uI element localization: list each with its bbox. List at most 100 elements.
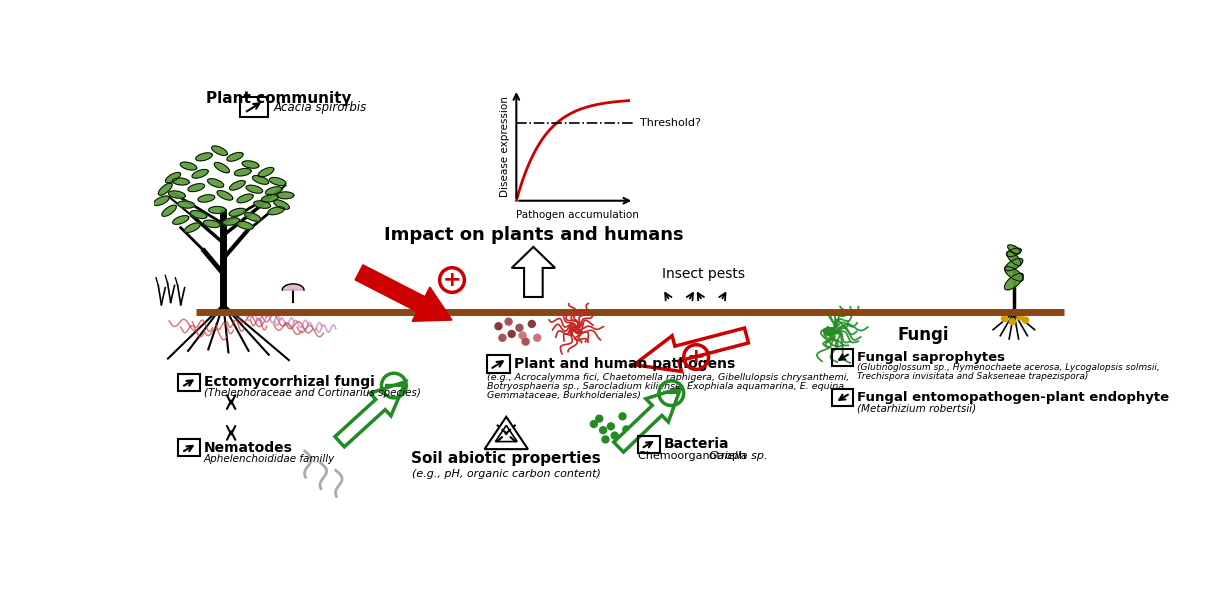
Circle shape	[499, 335, 506, 341]
Text: (Metarhizium robertsii): (Metarhizium robertsii)	[858, 403, 977, 414]
Polygon shape	[262, 195, 278, 202]
Polygon shape	[178, 201, 194, 208]
Text: Chemoorganotroph: Chemoorganotroph	[638, 451, 750, 461]
Polygon shape	[1008, 245, 1020, 254]
Circle shape	[1023, 317, 1029, 323]
Circle shape	[623, 426, 629, 433]
Polygon shape	[218, 190, 232, 200]
Polygon shape	[274, 200, 289, 209]
Text: Pathogen accumulation: Pathogen accumulation	[516, 210, 639, 220]
Text: (e.g., pH, organic carbon content): (e.g., pH, organic carbon content)	[412, 469, 601, 479]
Bar	[178, 374, 200, 391]
Polygon shape	[1007, 248, 1021, 257]
Text: Acacia spirorbis: Acacia spirorbis	[274, 101, 367, 114]
Polygon shape	[268, 207, 284, 215]
Circle shape	[611, 432, 618, 439]
Circle shape	[607, 423, 614, 430]
Circle shape	[602, 436, 608, 443]
Polygon shape	[252, 176, 269, 184]
Polygon shape	[209, 206, 226, 214]
Text: Gemmataceae, Burkholderiales): Gemmataceae, Burkholderiales)	[487, 391, 640, 400]
Bar	[638, 435, 660, 453]
Text: Disease expression: Disease expression	[500, 96, 510, 197]
Circle shape	[1002, 316, 1008, 322]
Polygon shape	[245, 212, 261, 221]
Polygon shape	[192, 169, 208, 178]
Circle shape	[495, 323, 501, 330]
Polygon shape	[511, 247, 556, 297]
Polygon shape	[237, 194, 253, 203]
Polygon shape	[203, 220, 220, 228]
Polygon shape	[168, 191, 186, 198]
Polygon shape	[188, 184, 204, 192]
Polygon shape	[172, 178, 189, 185]
Text: −: −	[382, 371, 406, 400]
Polygon shape	[277, 192, 294, 199]
Polygon shape	[154, 196, 170, 206]
Bar	[241, 97, 268, 117]
Text: (e.g., Acrocalymma fici, Chaetomella raphigera, Gibellulopsis chrysanthemi,: (e.g., Acrocalymma fici, Chaetomella rap…	[487, 373, 849, 381]
Circle shape	[516, 324, 522, 331]
Circle shape	[619, 413, 626, 420]
Circle shape	[505, 318, 512, 325]
Text: Soil abiotic properties: Soil abiotic properties	[412, 451, 601, 466]
Polygon shape	[162, 205, 177, 216]
Circle shape	[528, 321, 536, 327]
Text: Trechispora invisitata and Sakseneae trapezispora): Trechispora invisitata and Sakseneae tra…	[858, 372, 1089, 381]
Polygon shape	[222, 218, 240, 225]
Circle shape	[1009, 319, 1015, 325]
Polygon shape	[159, 183, 172, 195]
Polygon shape	[258, 168, 274, 177]
Polygon shape	[355, 265, 452, 321]
Polygon shape	[253, 201, 270, 208]
Text: +: +	[442, 270, 461, 290]
Text: Fungal entomopathogen-plant endophyte: Fungal entomopathogen-plant endophyte	[858, 391, 1170, 405]
Polygon shape	[208, 179, 224, 187]
Circle shape	[600, 427, 607, 433]
Text: Botryosphaeria sp., Sarocladium kiliense, Exophiala aquamarina, E. equina,: Botryosphaeria sp., Sarocladium kiliense…	[487, 382, 847, 391]
Polygon shape	[1007, 251, 1021, 265]
Polygon shape	[184, 223, 200, 233]
Text: Nematodes: Nematodes	[204, 441, 293, 455]
Text: Aphelenchoididae familly: Aphelenchoididae familly	[204, 454, 336, 464]
Polygon shape	[211, 146, 227, 155]
Polygon shape	[195, 153, 213, 161]
Polygon shape	[172, 216, 189, 224]
Circle shape	[533, 335, 541, 341]
Polygon shape	[237, 222, 253, 230]
Text: −: −	[660, 379, 683, 407]
Polygon shape	[230, 181, 246, 190]
Text: Gaiella sp.: Gaiella sp.	[709, 451, 768, 461]
Text: +: +	[687, 347, 705, 367]
Polygon shape	[190, 211, 206, 219]
Circle shape	[590, 421, 597, 427]
Text: Fungi: Fungi	[897, 327, 949, 344]
Polygon shape	[242, 161, 259, 168]
Polygon shape	[613, 388, 681, 452]
Text: Insect pests: Insect pests	[662, 267, 745, 281]
Polygon shape	[1005, 258, 1023, 271]
Polygon shape	[198, 195, 215, 202]
Polygon shape	[227, 152, 243, 161]
Bar	[178, 440, 200, 456]
Text: Ectomycorrhizal fungi: Ectomycorrhizal fungi	[204, 375, 375, 389]
Circle shape	[522, 338, 530, 345]
Polygon shape	[265, 187, 281, 195]
Bar	[832, 389, 853, 406]
Bar	[832, 349, 853, 367]
Text: (Thelephoraceae and Cortinarius species): (Thelephoraceae and Cortinarius species)	[204, 388, 420, 398]
Polygon shape	[283, 284, 304, 290]
Text: Fungal saprophytes: Fungal saprophytes	[858, 351, 1005, 364]
Text: Threshold?: Threshold?	[639, 118, 701, 128]
Text: Impact on plants and humans: Impact on plants and humans	[383, 227, 683, 244]
Polygon shape	[246, 185, 263, 193]
Polygon shape	[229, 208, 246, 216]
Circle shape	[519, 332, 526, 339]
Polygon shape	[269, 177, 286, 185]
Polygon shape	[1004, 273, 1024, 290]
Polygon shape	[166, 173, 181, 183]
Polygon shape	[1004, 266, 1023, 281]
Polygon shape	[235, 168, 251, 176]
Circle shape	[1016, 314, 1024, 320]
Polygon shape	[214, 163, 230, 173]
